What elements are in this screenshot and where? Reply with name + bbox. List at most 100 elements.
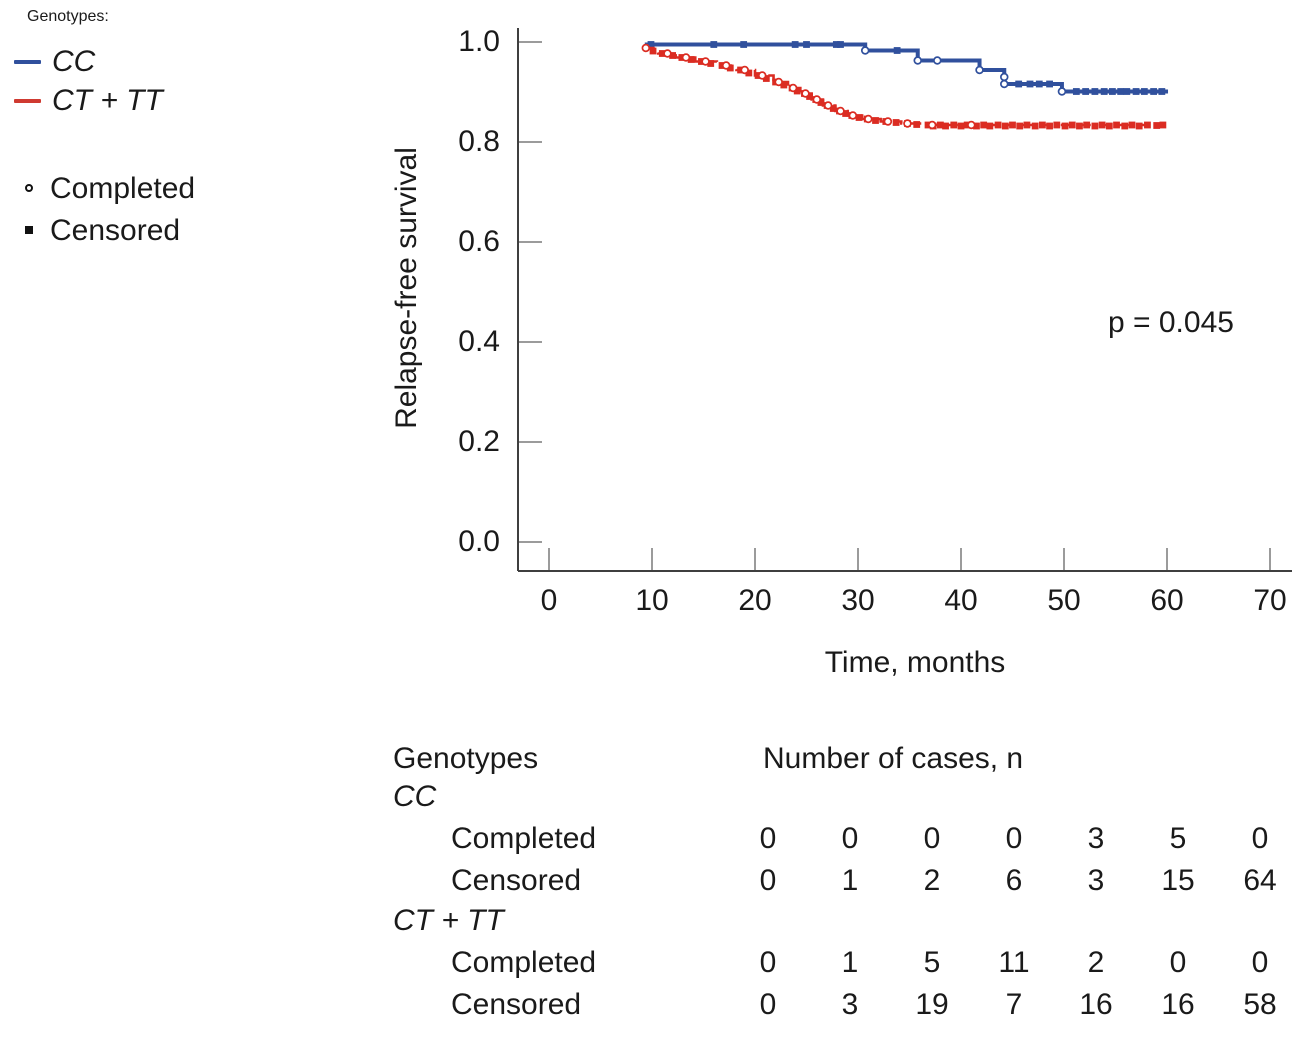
x-tick-label: 40: [944, 584, 978, 617]
censored-mark: [994, 121, 1002, 129]
censored-mark: [745, 69, 753, 77]
completed-mark: [801, 89, 810, 98]
censored-mark: [913, 121, 921, 128]
censored-mark: [793, 87, 801, 95]
censored-mark: [937, 121, 944, 129]
table-cell: 16: [1079, 988, 1113, 1021]
censored-mark: [658, 50, 666, 57]
censored-mark: [726, 64, 734, 72]
table-cell: 11: [998, 946, 1030, 979]
censored-mark: [1082, 88, 1090, 95]
cc-line-swatch: [14, 60, 41, 64]
completed-mark: [883, 117, 893, 126]
ct-tt-line-swatch: [14, 99, 41, 103]
table-cell: 0: [1005, 822, 1023, 855]
table-cell: 1: [841, 864, 859, 897]
table-cell: 1: [841, 946, 859, 979]
completed-mark: [903, 119, 912, 128]
table-cell: 15: [1161, 864, 1195, 897]
y-axis-title: Relapse-free survival: [390, 147, 423, 429]
legend-label-completed: Completed: [50, 172, 196, 205]
censored-mark: [1100, 88, 1108, 95]
table-cell: 2: [923, 864, 941, 897]
table-cell: 64: [1243, 864, 1277, 897]
censored-marker-icon: [25, 226, 33, 234]
censored-mark: [1035, 80, 1043, 88]
censored-mark: [1072, 88, 1080, 95]
table-cell: 0: [841, 822, 859, 855]
table-cell: 0: [1169, 946, 1187, 979]
censored-mark: [1128, 121, 1136, 129]
table-group-ct-tt: CT + TT: [393, 904, 504, 937]
censored-mark: [1117, 88, 1125, 95]
censored-mark: [829, 105, 837, 112]
y-tick-label: 0.4: [458, 325, 500, 358]
table-cell: 16: [1161, 988, 1195, 1021]
censored-mark: [1046, 122, 1053, 130]
censored-mark: [649, 47, 657, 55]
completed-mark: [740, 65, 749, 75]
censored-mark: [1001, 122, 1009, 130]
censored-mark: [1121, 122, 1129, 130]
completed-mark: [860, 46, 870, 55]
censored-mark: [1113, 121, 1120, 129]
completed-mark: [1000, 79, 1009, 89]
table-row-label: Completed: [451, 822, 597, 855]
table-cell: 0: [1251, 822, 1269, 855]
censored-mark: [1053, 121, 1061, 129]
censored-mark: [791, 41, 799, 48]
legend-label-censored: Censored: [50, 214, 181, 247]
y-tick-label: 0.2: [458, 425, 500, 458]
table-cell: 6: [1005, 864, 1023, 897]
completed-mark: [913, 56, 922, 65]
censored-mark: [973, 122, 980, 130]
censored-mark: [1015, 80, 1023, 88]
censored-mark: [1026, 80, 1034, 88]
completed-mark: [933, 56, 942, 65]
completed-mark: [967, 120, 976, 130]
table-cell: 2: [1087, 946, 1105, 979]
completed-mark: [774, 77, 783, 87]
censored-mark: [1140, 88, 1148, 95]
table-cell: 0: [759, 988, 777, 1021]
censored-mark: [893, 47, 901, 54]
legend-label-cc: CC: [52, 45, 96, 78]
table-cell: 3: [841, 988, 859, 1021]
censored-mark: [842, 110, 850, 117]
censored-mark: [1023, 121, 1031, 129]
table-cell: 0: [923, 822, 941, 855]
censored-mark: [803, 41, 810, 48]
x-tick-label: 50: [1047, 584, 1081, 617]
y-tick-label: 0.0: [458, 525, 500, 558]
censored-mark: [687, 56, 695, 63]
censored-mark: [957, 122, 965, 130]
completed-mark: [1000, 72, 1009, 82]
table-cell: 19: [915, 988, 949, 1021]
censored-mark: [942, 122, 949, 130]
censored-mark: [1009, 121, 1016, 129]
table-cell: 7: [1005, 988, 1023, 1021]
censored-mark: [710, 41, 718, 48]
table-row-label: Censored: [451, 988, 582, 1021]
censored-mark: [950, 121, 958, 129]
table-cell: 0: [1251, 946, 1269, 979]
censored-mark: [1068, 121, 1076, 129]
x-tick-label: 60: [1150, 584, 1184, 617]
legend-label-ct-tt: CT + TT: [52, 84, 163, 117]
censored-mark: [762, 75, 770, 82]
completed-mark: [757, 71, 767, 80]
table-cell: 0: [759, 946, 777, 979]
table-cell: 3: [1087, 822, 1105, 855]
censored-mark: [1016, 122, 1024, 130]
x-tick-label: 70: [1253, 584, 1287, 617]
x-axis-title: Time, months: [824, 646, 1006, 679]
completed-mark: [1057, 87, 1067, 96]
table-cell: 5: [923, 946, 941, 979]
x-tick-label: 0: [540, 584, 558, 617]
censored-mark: [892, 119, 900, 126]
censored-mark: [1091, 88, 1099, 95]
censored-mark: [832, 41, 840, 48]
completed-mark: [681, 53, 691, 62]
